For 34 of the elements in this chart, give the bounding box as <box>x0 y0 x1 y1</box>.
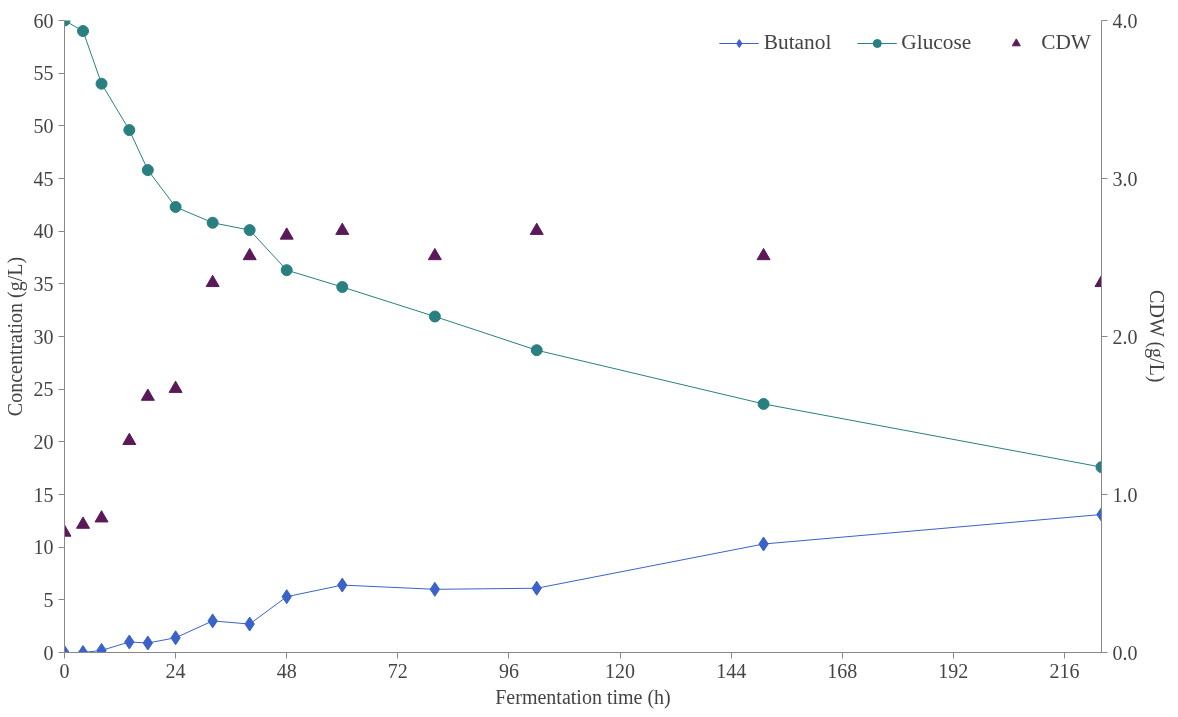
y-tick-label: 30 <box>33 325 54 348</box>
y2-tick-label: 1.0 <box>1112 483 1138 506</box>
x-tick-label: 96 <box>498 659 519 682</box>
y-tick-label: 55 <box>33 62 54 85</box>
y-tick-label: 0 <box>43 641 54 664</box>
legend-label: Butanol <box>763 30 832 55</box>
x-tick-label: 192 <box>938 659 969 682</box>
y-tick-label: 5 <box>43 588 54 611</box>
x-tick-label: 72 <box>387 659 408 682</box>
y2-tick-label: 3.0 <box>1112 167 1138 190</box>
legend-label: CDW <box>1041 30 1091 55</box>
y2-axis-title: CDW (g/L) <box>1144 290 1168 383</box>
y-tick-label: 50 <box>33 114 54 137</box>
y2-tick-label: 2.0 <box>1112 325 1138 348</box>
y-tick-label: 60 <box>33 9 54 32</box>
y2-tick-label: 0.0 <box>1112 641 1138 664</box>
x-tick-label: 24 <box>165 659 186 682</box>
x-tick-label: 0 <box>59 659 70 682</box>
y-tick-label: 25 <box>33 378 54 401</box>
x-axis-title: Fermentation time (h) <box>495 685 671 709</box>
y-axis-title: Concentration (g/L) <box>3 256 27 417</box>
x-tick-label: 144 <box>716 659 747 682</box>
legend-label: Glucose <box>901 30 972 55</box>
x-tick-label: 48 <box>276 659 297 682</box>
x-tick-label: 120 <box>605 659 636 682</box>
x-tick-label: 168 <box>827 659 858 682</box>
x-tick-label: 216 <box>1049 659 1080 682</box>
y-tick-label: 10 <box>33 536 54 559</box>
y-tick-label: 35 <box>33 272 54 295</box>
y-tick-label: 40 <box>33 220 54 243</box>
y2-tick-label: 4.0 <box>1112 9 1138 32</box>
y-tick-label: 45 <box>33 167 54 190</box>
y-tick-label: 20 <box>33 430 54 453</box>
y-tick-label: 15 <box>33 483 54 506</box>
